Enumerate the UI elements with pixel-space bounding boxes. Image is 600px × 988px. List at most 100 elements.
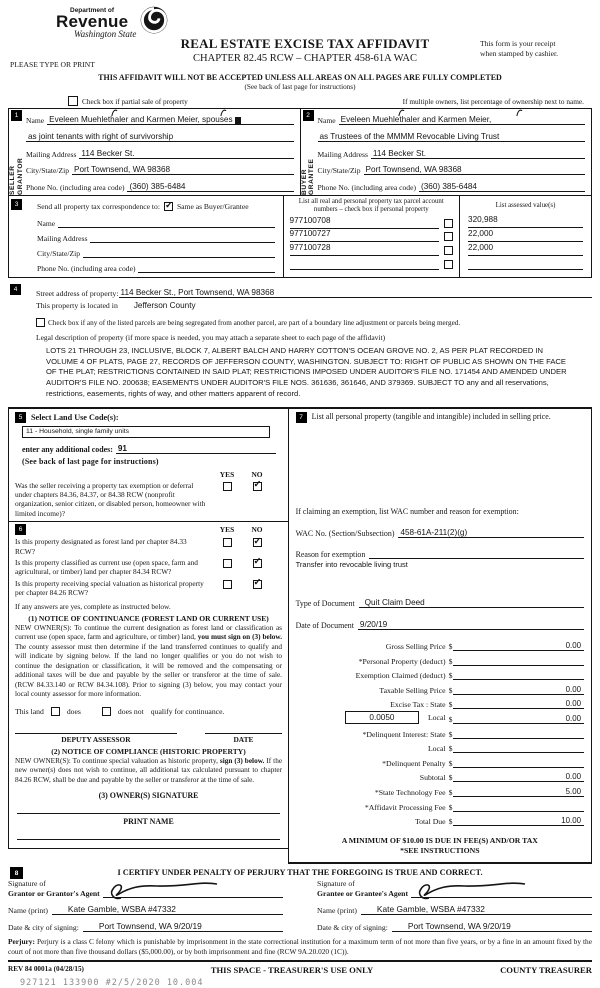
local-rate-box[interactable]: 0.0050 <box>344 711 419 725</box>
land-use-code-input[interactable]: 11 - Household, single family units <box>22 425 270 438</box>
partial-sale-checkbox[interactable] <box>68 96 78 106</box>
reason-input[interactable] <box>369 549 584 559</box>
dollar-sign: $ <box>448 656 453 666</box>
current-use-no-checkbox[interactable] <box>252 557 262 568</box>
fee-input[interactable]: 0.00 <box>453 641 584 652</box>
send-correspondence-label: Send all property tax correspondence to: <box>37 201 160 211</box>
segregated-checkbox[interactable] <box>36 318 45 327</box>
seller-name-line2-input[interactable]: as joint tenants with right of survivors… <box>26 132 294 142</box>
buyer-phone-input[interactable]: (360) 385-6484 <box>418 182 585 192</box>
name-print-label: Name (print) <box>317 906 357 916</box>
grantee-name-print-input[interactable]: Kate Gamble, WSBA #47332 <box>360 905 592 916</box>
fee-input[interactable] <box>453 657 584 666</box>
assessor-date-line[interactable]: DATE <box>204 732 282 744</box>
seller-name-line2-value: as joint tenants with right of survivors… <box>28 131 174 141</box>
logo-dept-text: Department of <box>70 7 115 14</box>
personal-property-checkbox[interactable] <box>444 218 454 228</box>
fee-input[interactable]: 10.00 <box>453 816 584 827</box>
fee-input[interactable]: 0.00 <box>453 685 584 695</box>
grantor-date-city-input[interactable]: Port Townsend, WA 9/20/19 <box>82 922 283 933</box>
perjury-note: Perjury: Perjury is a class C felony whi… <box>8 937 592 962</box>
form-subtitle: CHAPTER 82.45 RCW – CHAPTER 458-61A WAC <box>193 53 417 64</box>
notice2-title: (2) NOTICE OF COMPLIANCE (HISTORIC PROPE… <box>51 746 246 756</box>
buyer-mailing-input[interactable]: 114 Becker St. <box>370 149 585 159</box>
fee-input[interactable]: 0.00 <box>453 714 584 725</box>
assessed-value-input[interactable]: 22,000 <box>468 237 583 256</box>
fee-input[interactable]: 5.00 <box>453 787 584 798</box>
fee-label: *State Technology Fee <box>374 788 446 798</box>
personal-property-checkbox[interactable] <box>444 246 454 256</box>
fee-input[interactable] <box>453 759 584 768</box>
buyer-name-line2-input[interactable]: as Trustees of the MMMM Revocable Living… <box>317 132 585 142</box>
seller-phone-input[interactable]: (360) 385-6484 <box>127 182 294 192</box>
corr-city-input[interactable] <box>83 248 275 258</box>
grantee-date-city-input[interactable]: Port Townsend, WA 9/20/19 <box>391 922 592 933</box>
historic-yes-checkbox[interactable] <box>222 579 232 589</box>
right-column: 7 List all personal property (tangible a… <box>287 408 592 865</box>
buyer-grantee-side-label: BUYER GRANTEE <box>301 121 316 195</box>
corr-phone-input[interactable] <box>138 263 275 273</box>
fee-value: 0.00 <box>565 641 581 651</box>
ink-blob <box>234 117 241 124</box>
assessed-value-input[interactable]: 22,000 <box>468 223 583 242</box>
historic-no-checkbox[interactable] <box>252 578 262 589</box>
street-address-input[interactable]: 114 Becker St., Port Townsend, WA 98368 <box>118 288 592 298</box>
buyer-city-input[interactable]: Port Townsend, WA 98368 <box>363 165 585 176</box>
does-not-qualify-checkbox[interactable] <box>101 706 111 716</box>
buyer-name-input[interactable]: Eveleen Muehlethaler and Karmen Meier, <box>338 109 585 125</box>
dollar-sign: $ <box>448 729 453 739</box>
owners-signature-line[interactable] <box>17 800 280 815</box>
fee-label: Subtotal <box>419 773 446 783</box>
fee-input[interactable] <box>453 803 584 812</box>
corr-mailing-input[interactable] <box>90 233 275 243</box>
deferral-yes-checkbox[interactable] <box>222 481 232 491</box>
does-qualify-checkbox[interactable] <box>50 706 60 716</box>
grantee-signature-field[interactable] <box>411 881 592 900</box>
fee-input[interactable] <box>453 744 584 754</box>
street-address-value: 114 Becker St., Port Townsend, WA 98368 <box>120 288 275 297</box>
seller-mailing-input[interactable]: 114 Becker St. <box>79 149 294 159</box>
current-use-yes-checkbox[interactable] <box>222 558 232 568</box>
additional-codes-input[interactable]: 91 <box>115 444 276 454</box>
located-label: This property is located in <box>36 301 118 310</box>
legal-description-text: LOTS 21 THROUGH 23, INCLUSIVE, BLOCK 7, … <box>46 346 567 398</box>
forest-no-checkbox[interactable] <box>252 537 262 548</box>
assessed-value-input[interactable]: 320,988 <box>468 209 583 229</box>
grantor-signature-field[interactable] <box>102 881 283 900</box>
assessed-value-input[interactable] <box>468 268 583 270</box>
parcel-input[interactable]: 977100727 <box>289 223 440 243</box>
doc-date-input[interactable]: 9/20/19 <box>357 620 584 630</box>
personal-property-checkbox[interactable] <box>444 232 454 242</box>
corr-name-input[interactable] <box>58 218 275 228</box>
forest-yes-checkbox[interactable] <box>222 538 232 548</box>
parcel-input[interactable] <box>289 269 440 270</box>
fee-input[interactable]: 0.00 <box>453 772 584 783</box>
form-title: REAL ESTATE EXCISE TAX AFFIDAVIT <box>180 36 430 51</box>
fee-input[interactable] <box>453 730 584 739</box>
doc-type-input[interactable]: Quit Claim Deed <box>358 598 584 608</box>
receipt-note: This form is your receipt when stamped b… <box>480 39 592 58</box>
warning-line: THIS AFFIDAVIT WILL NOT BE ACCEPTED UNLE… <box>98 73 502 82</box>
parcel-input[interactable]: 977100708 <box>289 210 440 229</box>
seller-city-input[interactable]: Port Townsend, WA 98368 <box>72 165 294 176</box>
deputy-assessor-signature-line[interactable]: DEPUTY ASSESSOR <box>15 732 177 744</box>
grantor-name-print-input[interactable]: Kate Gamble, WSBA #47332 <box>51 905 283 916</box>
fee-input[interactable] <box>453 671 584 681</box>
parcel-input[interactable]: 977100728 <box>289 237 440 257</box>
section-1-badge: 1 <box>11 110 22 121</box>
personal-property-checkbox[interactable] <box>444 260 454 269</box>
signature-of-label: Signature of <box>8 879 46 889</box>
deferral-no-checkbox[interactable] <box>252 480 262 491</box>
partial-sale-row: Check box if partial sale of property If… <box>10 95 590 107</box>
current-use-question: Is this property classified as current u… <box>15 557 198 577</box>
fee-input[interactable]: 0.00 <box>453 699 584 710</box>
yes-label: YES <box>219 469 235 479</box>
wac-input[interactable]: 458-61A-211(2)(g) <box>398 528 584 538</box>
seller-name-label: Name <box>26 116 45 125</box>
parcel-value: 977100727 <box>289 229 331 239</box>
corr-phone-label: Phone No. (including area code) <box>37 264 136 273</box>
seller-name-input[interactable]: Eveleen Muehlethaler and Karmen Meier, s… <box>47 109 294 125</box>
section-8-badge: 8 <box>10 867 23 880</box>
same-as-buyer-checkbox[interactable] <box>163 200 173 211</box>
print-name-line[interactable] <box>17 826 280 841</box>
